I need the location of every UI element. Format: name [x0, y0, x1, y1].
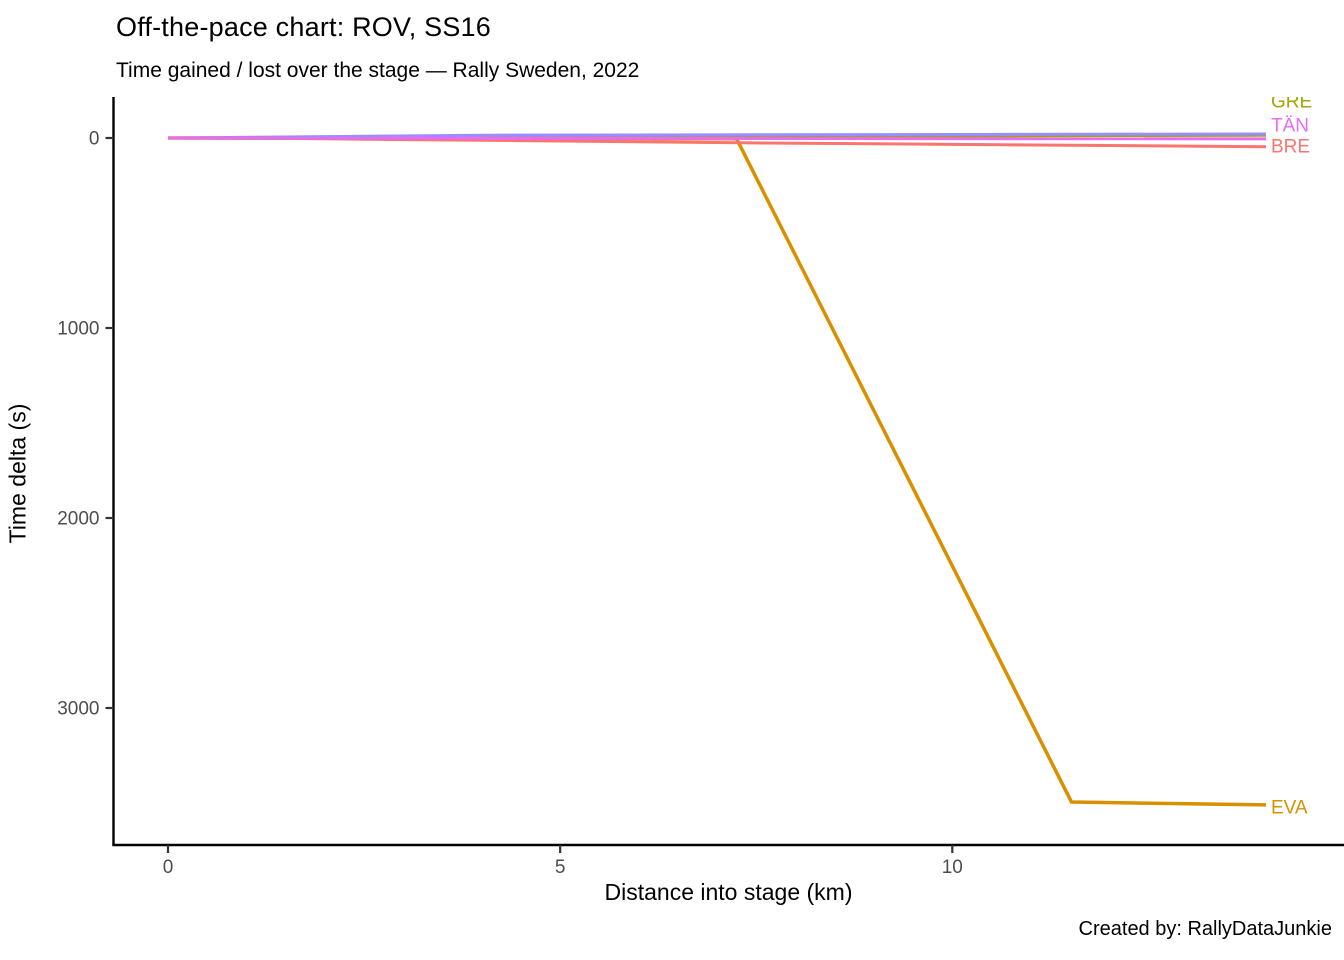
chart-caption: Created by: RallyDataJunkie: [1078, 918, 1332, 940]
x-axis-title: Distance into stage (km): [604, 879, 853, 905]
series-line-TÄN: [167, 136, 1267, 141]
y-axis-title: Time delta (s): [4, 403, 31, 544]
y-tick-label: 2000: [57, 509, 99, 530]
series-label-EVA: EVA: [1271, 798, 1308, 819]
series-line-EVA: [167, 136, 1267, 807]
chart-subtitle: Time gained / lost over the stage — Rall…: [116, 59, 640, 82]
y-tick-label: 3000: [57, 699, 99, 720]
chart-title: Off-the-pace chart: ROV, SS16: [116, 12, 491, 42]
series-label-TÄN: TÄN: [1271, 116, 1309, 137]
series-label-BRE: BRE: [1271, 137, 1310, 158]
x-tick-label: 5: [555, 857, 566, 878]
series-label-GRE: GRE: [1271, 92, 1312, 113]
y-tick-label: 0: [89, 129, 100, 150]
y-tick-label: 1000: [57, 319, 99, 340]
x-tick-label: 0: [163, 857, 174, 878]
x-tick-label: 10: [942, 857, 963, 878]
